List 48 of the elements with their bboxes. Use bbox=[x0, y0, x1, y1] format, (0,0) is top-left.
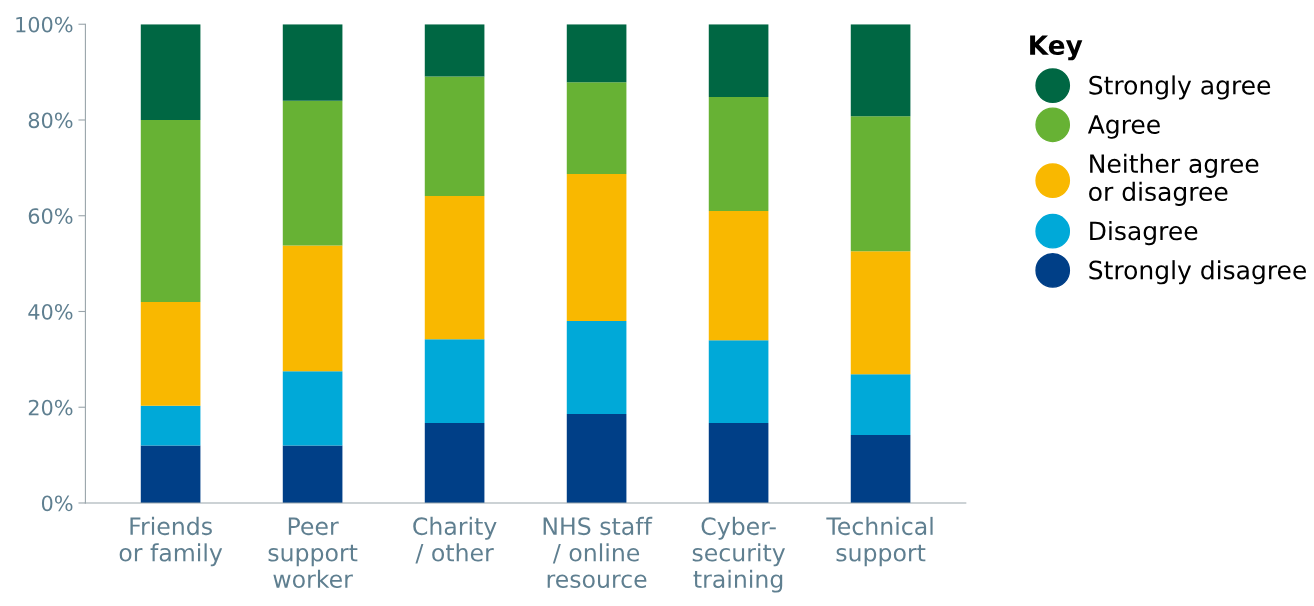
bar bbox=[140, 445, 201, 503]
bar bbox=[708, 423, 769, 503]
bar bbox=[566, 24, 627, 83]
y-tick-label: 60% bbox=[28, 208, 73, 224]
legend-label: Disagree bbox=[1090, 220, 1198, 246]
x-tick-label: Charity / other bbox=[413, 516, 497, 564]
bar bbox=[708, 97, 769, 211]
x-tick-label: Friends or family bbox=[119, 516, 223, 567]
bar bbox=[566, 174, 627, 322]
bar bbox=[282, 245, 343, 372]
legend-label: Strongly agree bbox=[1089, 75, 1271, 100]
bar bbox=[566, 321, 627, 414]
y-tick-label: 40% bbox=[28, 303, 73, 320]
bar bbox=[566, 413, 627, 503]
bar bbox=[708, 24, 769, 98]
bar bbox=[850, 116, 911, 252]
x-tick-label: Technical support bbox=[826, 516, 933, 567]
bar bbox=[282, 445, 343, 503]
bar bbox=[140, 119, 201, 302]
bar bbox=[424, 339, 485, 424]
bar bbox=[424, 196, 485, 340]
bar bbox=[282, 100, 343, 246]
bar bbox=[850, 374, 911, 435]
legend-title: Key bbox=[1030, 35, 1083, 61]
bar bbox=[140, 24, 201, 120]
legend-label: Neither agree or disagree bbox=[1089, 153, 1259, 206]
y-tick-label: 20% bbox=[28, 399, 73, 416]
x-tick-label: NHS staff / online resource bbox=[543, 516, 653, 589]
bar bbox=[850, 251, 911, 375]
x-tick-label: Peer support worker bbox=[268, 517, 358, 589]
bar bbox=[424, 76, 485, 197]
bar bbox=[424, 24, 485, 77]
bar bbox=[566, 82, 627, 175]
bar bbox=[282, 24, 343, 101]
y-tick-label: 100% bbox=[16, 16, 73, 33]
bar bbox=[850, 435, 911, 503]
bar bbox=[850, 24, 911, 117]
bar bbox=[282, 371, 343, 446]
y-tick-label: 80% bbox=[28, 112, 73, 129]
bar bbox=[424, 423, 485, 503]
bar bbox=[708, 340, 769, 424]
x-tick-label: Cyber- security training bbox=[692, 516, 786, 593]
bar bbox=[140, 301, 201, 406]
legend-label: Strongly disagree bbox=[1089, 260, 1306, 285]
legend-label: Agree bbox=[1087, 115, 1160, 139]
bar bbox=[140, 405, 201, 446]
y-tick-label: 0% bbox=[41, 495, 73, 512]
bar bbox=[708, 210, 769, 341]
